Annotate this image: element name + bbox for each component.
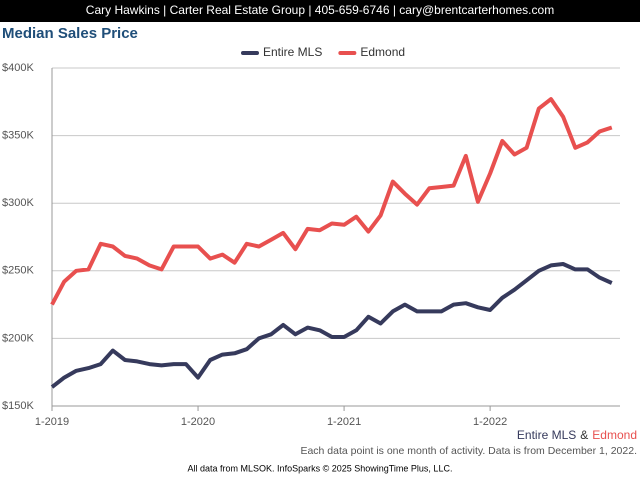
header-text: Cary Hawkins | Carter Real Estate Group … <box>86 3 554 17</box>
legend-label: Edmond <box>360 45 405 59</box>
x-tick-label: 1-2020 <box>181 416 215 428</box>
y-tick-label: $150K <box>2 400 34 412</box>
series-line <box>50 97 613 306</box>
credit: All data from MLSOK. InfoSparks © 2025 S… <box>188 463 453 473</box>
caption-part: & <box>580 428 588 442</box>
y-tick-label: $300K <box>2 197 34 209</box>
y-tick-label: $400K <box>2 62 34 74</box>
x-tick-label: 1-2021 <box>327 416 361 428</box>
chart-title: Median Sales Price <box>2 25 138 42</box>
x-tick-label: 1-2022 <box>473 416 507 428</box>
series-line <box>50 262 613 389</box>
legend-label: Entire MLS <box>263 45 322 59</box>
caption-part: Entire MLS <box>517 428 576 442</box>
note: Each data point is one month of activity… <box>300 445 637 457</box>
y-tick-label: $200K <box>2 332 34 344</box>
y-tick-label: $350K <box>2 130 34 142</box>
caption-part: Edmond <box>592 428 637 442</box>
x-tick-label: 1-2019 <box>35 416 69 428</box>
y-tick-label: $250K <box>2 265 34 277</box>
header-bar <box>0 0 640 22</box>
